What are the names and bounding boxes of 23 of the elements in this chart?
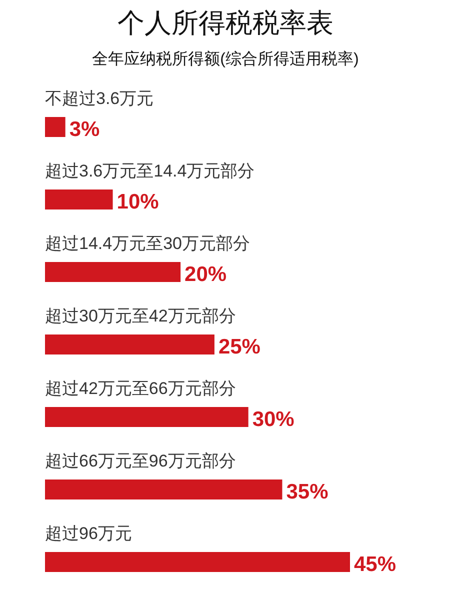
data-label: 10% <box>116 190 160 214</box>
y-tick-label: 超过66万元至96万元部分 <box>45 452 236 470</box>
bar <box>45 334 214 354</box>
chart-title: 个人所得税税率表 <box>118 8 334 38</box>
y-tick-label: 超过96万元 <box>45 524 132 543</box>
y-tick-label: 超过3.6万元至14.4万元部分 <box>45 162 255 180</box>
data-label: 20% <box>184 263 227 286</box>
data-label: 3% <box>69 118 100 141</box>
y-tick-label: 超过30万元至42万元部分 <box>45 306 236 326</box>
y-tick-label: 超过14.4万元至30万元部分 <box>45 234 250 253</box>
data-label: 45% <box>354 553 396 576</box>
bar <box>45 262 181 282</box>
bar <box>45 480 282 500</box>
data-label: 25% <box>218 336 261 358</box>
bar <box>45 117 66 137</box>
chart-subtitle: 全年应纳税所得额(综合所得适用税率) <box>92 50 359 68</box>
y-tick-label: 不超过3.6万元 <box>45 89 154 108</box>
bar <box>45 552 350 572</box>
data-label: 30% <box>252 408 295 431</box>
bar <box>45 407 248 427</box>
bar <box>45 190 113 210</box>
data-label: 35% <box>286 480 329 504</box>
y-tick-label: 超过42万元至66万元部分 <box>45 379 236 398</box>
